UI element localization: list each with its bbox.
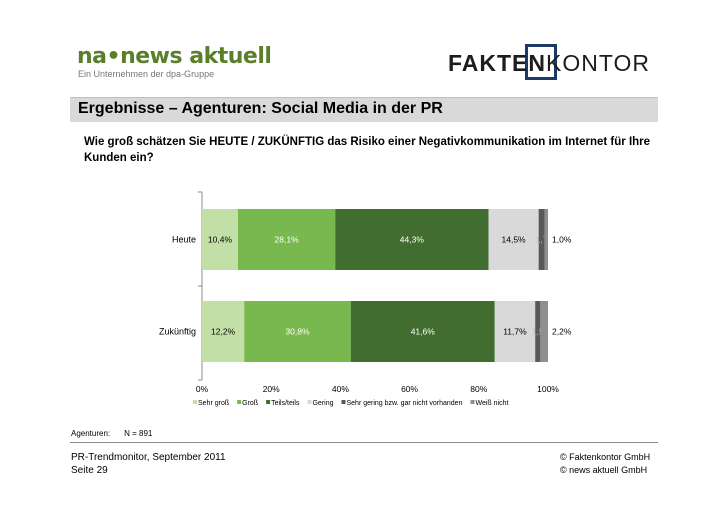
x-tick-label: 80%	[470, 384, 487, 394]
footer-source-title: PR-Trendmonitor, September 2011	[71, 452, 226, 463]
legend-swatch	[193, 400, 197, 404]
category-label: Heute	[172, 235, 196, 245]
data-label: 11,7%	[503, 327, 527, 337]
bar-segment	[237, 209, 336, 270]
news-aktuell-logo: na•news aktuell	[77, 44, 272, 69]
logo-tagline: Ein Unternehmen der dpa-Gruppe	[78, 69, 215, 79]
x-tick-label: 40%	[332, 384, 349, 394]
bar-segment	[494, 301, 536, 362]
legend-label: Gering	[312, 400, 333, 407]
bar-segment	[244, 301, 351, 362]
sample-group-label: Agenturen:	[71, 429, 111, 438]
survey-question: Wie groß schätzen Sie HEUTE / ZUKÜNFTIG …	[84, 136, 651, 164]
data-label: 1,0%	[552, 235, 572, 245]
legend-swatch	[470, 400, 475, 404]
logo-news-aktuell-text: news aktuell	[120, 44, 272, 69]
faktenkontor-logo-frame	[525, 44, 557, 80]
footer-copyright: © Faktenkontor GmbH © news aktuell GmbH	[560, 451, 650, 477]
data-label: 2,2%	[552, 327, 572, 337]
data-label: 44,3%	[400, 235, 425, 245]
data-label: 28,1%	[275, 235, 300, 245]
logo-na-text: na	[77, 44, 107, 69]
title-bar	[70, 97, 658, 122]
bar-segment	[488, 209, 539, 270]
bar-segment	[544, 209, 548, 270]
sample-size: N = 891	[124, 429, 153, 438]
data-label: 12,2%	[211, 327, 236, 337]
data-label: 1,7	[536, 235, 548, 245]
logo-fakten-text: FAKTEN	[448, 50, 546, 76]
legend-swatch	[341, 400, 346, 404]
footer-source: PR-Trendmonitor, September 2011 Seite 29	[71, 451, 226, 477]
x-tick-label: 60%	[401, 384, 418, 394]
slide-title: Ergebnisse – Agenturen: Social Media in …	[78, 100, 443, 117]
legend-swatch	[307, 400, 312, 404]
logo-dot: •	[106, 44, 121, 69]
data-label: 10,4%	[208, 235, 233, 245]
legend-label: Weiß nicht	[475, 400, 508, 407]
x-tick-label: 100%	[537, 384, 559, 394]
legend-label: Sehr groß	[198, 400, 229, 407]
footer-divider	[70, 442, 658, 443]
data-label: 30,8%	[285, 327, 310, 337]
bar-segment	[540, 301, 548, 362]
copyright-faktenkontor: © Faktenkontor GmbH	[560, 452, 651, 462]
legend-label: Teils/teils	[271, 400, 300, 407]
logo-kontor-text: KONTOR	[546, 50, 650, 76]
legend-swatch	[266, 400, 271, 404]
faktenkontor-logo: FAKTENKONTOR	[448, 50, 650, 77]
footer-page-number: Seite 29	[71, 465, 108, 476]
x-tick-label: 0%	[196, 384, 209, 394]
category-label: Zukünftig	[159, 327, 196, 337]
chart-layer: Heute 10,4% 28,1% 44,3% 14,5% 1,7 1,0% Zukünfti…	[159, 191, 572, 407]
x-tick-label: 20%	[263, 384, 280, 394]
sample-note: Agenturen: N = 891	[71, 429, 166, 438]
bar-segment	[202, 301, 245, 362]
legend-label: Sehr gering bzw. gar nicht vorhanden	[347, 400, 463, 407]
legend-swatch	[237, 400, 242, 404]
bar-segment	[350, 301, 495, 362]
bar-segment	[335, 209, 489, 270]
data-label: 41,6%	[411, 327, 436, 337]
bar-segment	[535, 301, 541, 362]
data-label: 1,5	[532, 327, 544, 337]
copyright-news-aktuell: © news aktuell GmbH	[560, 465, 648, 475]
data-label: 14,5%	[502, 235, 527, 245]
bar-segment	[538, 209, 545, 270]
legend-label: Groß	[242, 400, 258, 407]
bar-segment	[202, 209, 238, 270]
